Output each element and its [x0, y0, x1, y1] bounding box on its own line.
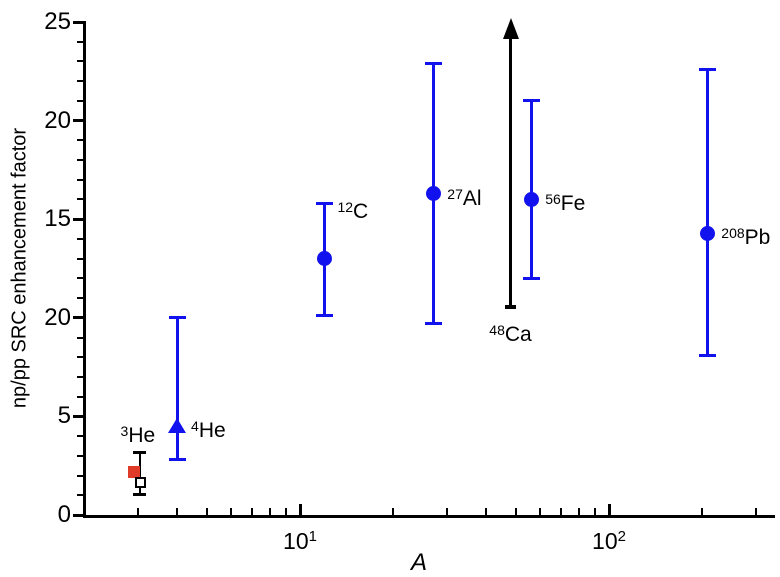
- y-minor-tick: [77, 99, 83, 102]
- y-minor-tick: [77, 395, 83, 398]
- x-major-tick: [607, 504, 611, 515]
- y-tick-label: 0: [57, 501, 71, 528]
- x-minor-tick: [269, 508, 272, 515]
- y-tick-label: 25: [44, 8, 71, 35]
- y-minor-tick: [77, 356, 83, 359]
- isotope-mass-number: 4: [191, 418, 199, 435]
- error-bar-pb208: [705, 69, 709, 356]
- y-minor-tick: [77, 40, 83, 43]
- y-minor-tick: [77, 494, 83, 497]
- error-bar-he4: [175, 317, 179, 460]
- y-minor-tick: [77, 277, 83, 280]
- y-minor-tick: [77, 60, 83, 63]
- y-minor-tick: [77, 375, 83, 378]
- ca48-arrow-shaft: [509, 34, 512, 307]
- y-minor-tick: [77, 139, 83, 142]
- x-minor-tick: [701, 508, 704, 515]
- x-minor-tick: [446, 508, 449, 515]
- ca48-arrow-base-cap: [505, 305, 516, 309]
- error-cap-bottom-he3: [133, 492, 147, 496]
- isotope-label-he4: 4He: [191, 418, 226, 443]
- data-point-he3-open: [134, 477, 146, 489]
- data-point-al27: [425, 186, 441, 202]
- isotope-label-fe56: 56Fe: [545, 191, 586, 216]
- y-axis-spine: [83, 21, 86, 518]
- y-tick-label: 15: [44, 205, 71, 233]
- isotope-mass-number: 48: [489, 321, 505, 338]
- x-minor-tick: [392, 508, 395, 515]
- y-major-tick: [73, 20, 83, 24]
- x-axis-title: A: [410, 549, 427, 576]
- y-minor-tick: [77, 257, 83, 260]
- error-cap-top-al27: [424, 61, 442, 65]
- y-minor-tick: [77, 336, 83, 339]
- x-minor-tick: [539, 508, 542, 515]
- y-major-tick: [73, 513, 83, 517]
- y-major-tick: [73, 316, 83, 320]
- x-minor-tick: [593, 508, 596, 515]
- x-minor-tick: [230, 508, 233, 515]
- error-bar-fe56: [529, 100, 533, 279]
- x-tick-exponent: 2: [617, 528, 626, 545]
- x-minor-tick: [205, 508, 208, 515]
- isotope-label-c12: 12C: [337, 199, 369, 224]
- data-point-pb208: [699, 225, 715, 241]
- y-major-tick: [73, 217, 83, 221]
- isotope-label-pb208: 208Pb: [721, 225, 771, 249]
- x-tick-label: 101: [283, 528, 317, 554]
- y-minor-tick: [77, 198, 83, 201]
- x-tick-label: 102: [592, 528, 626, 554]
- isotope-mass-number: 27: [447, 185, 463, 202]
- error-cap-top-pb208: [698, 67, 716, 71]
- isotope-label-ca48: 48Ca: [489, 321, 532, 346]
- y-minor-tick: [77, 435, 83, 438]
- x-major-tick: [298, 504, 302, 515]
- x-minor-tick: [578, 508, 581, 515]
- data-point-c12: [316, 251, 332, 267]
- error-cap-bottom-al27: [424, 322, 442, 326]
- y-major-tick: [73, 119, 83, 123]
- isotope-label-al27: 27Al: [447, 185, 482, 210]
- x-minor-tick: [176, 508, 179, 515]
- y-minor-tick: [77, 474, 83, 477]
- y-axis-title: np/pp SRC enhancement factor: [8, 127, 31, 409]
- y-minor-tick: [77, 237, 83, 240]
- error-cap-bottom-fe56: [522, 276, 540, 280]
- error-cap-top-fe56: [522, 99, 540, 103]
- error-cap-top-he3: [133, 451, 147, 455]
- isotope-mass-number: 3: [120, 423, 129, 439]
- x-tick-exponent: 1: [308, 528, 317, 545]
- data-point-fe56: [523, 191, 539, 207]
- ca48-arrow-head: [502, 18, 519, 40]
- y-tick-label: 5: [57, 402, 71, 430]
- isotope-mass-number: 12: [337, 199, 354, 216]
- y-minor-tick: [77, 80, 83, 83]
- error-cap-bottom-pb208: [698, 353, 716, 357]
- y-tick-label: 20: [44, 106, 71, 134]
- isotope-mass-number: 56: [545, 191, 561, 208]
- isotope-mass-number: 208: [721, 225, 745, 241]
- y-major-tick: [73, 414, 83, 418]
- x-minor-tick: [755, 508, 758, 515]
- y-minor-tick: [77, 454, 83, 457]
- data-point-he3: [127, 465, 140, 478]
- error-cap-top-he4: [168, 316, 186, 320]
- error-cap-bottom-he4: [168, 458, 186, 462]
- data-point-he4: [168, 418, 187, 434]
- y-minor-tick: [77, 297, 83, 300]
- y-minor-tick: [77, 159, 83, 162]
- x-minor-tick: [251, 508, 254, 515]
- x-minor-tick: [560, 508, 563, 515]
- x-axis-spine: [83, 515, 775, 518]
- y-tick-label: 20: [44, 303, 71, 331]
- x-minor-tick: [485, 508, 488, 515]
- error-cap-bottom-c12: [315, 314, 333, 318]
- x-minor-tick: [284, 508, 287, 515]
- isotope-label-he3: 3He: [120, 423, 156, 447]
- x-minor-tick: [514, 508, 517, 515]
- x-minor-tick: [137, 508, 140, 515]
- error-cap-top-c12: [315, 201, 333, 205]
- y-minor-tick: [77, 178, 83, 181]
